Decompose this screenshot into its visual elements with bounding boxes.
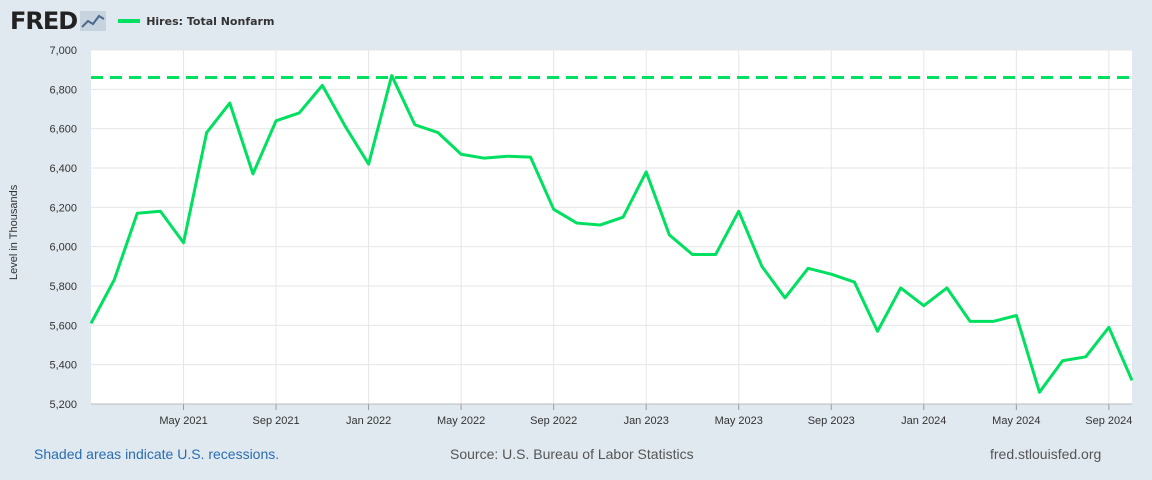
x-tick-label: Jan 2022 bbox=[346, 415, 391, 427]
y-tick-label: 6,800 bbox=[49, 84, 77, 96]
legend: Hires: Total Nonfarm bbox=[118, 15, 274, 28]
plot-area bbox=[91, 50, 1132, 404]
x-tick-label: Jan 2023 bbox=[624, 415, 669, 427]
y-tick-label: 7,000 bbox=[49, 45, 77, 57]
x-tick-label: Jan 2024 bbox=[901, 415, 946, 427]
recession-note: Shaded areas indicate U.S. recessions. bbox=[34, 446, 280, 462]
site-link[interactable]: fred.stlouisfed.org bbox=[990, 446, 1102, 462]
chart-plot: 5,200 5,400 5,600 5,800 6,000 6,200 6,400 6,600… bbox=[49, 45, 1134, 427]
y-tick-label: 6,600 bbox=[49, 124, 77, 136]
x-tick-label: May 2024 bbox=[992, 415, 1040, 427]
trend-line-icon bbox=[80, 11, 107, 31]
x-tick-label: Sep 2023 bbox=[808, 415, 855, 427]
chart-header: FRED Hires: Total Nonfarm bbox=[10, 6, 274, 36]
legend-label: Hires: Total Nonfarm bbox=[146, 14, 275, 28]
source-note: Source: U.S. Bureau of Labor Statistics bbox=[450, 446, 694, 462]
y-tick-label: 6,200 bbox=[49, 202, 77, 214]
y-tick-label: 5,400 bbox=[49, 360, 77, 372]
y-tick-label: 6,000 bbox=[49, 242, 77, 254]
x-tick-label: Sep 2022 bbox=[530, 415, 577, 427]
x-tick-label: May 2021 bbox=[159, 415, 207, 427]
x-tick-label: May 2022 bbox=[437, 415, 485, 427]
y-tick-label: 5,200 bbox=[49, 399, 77, 411]
legend-swatch bbox=[118, 19, 141, 23]
y-tick-label: 6,400 bbox=[49, 163, 77, 175]
fred-logo[interactable]: FRED bbox=[10, 7, 78, 35]
x-tick-label: May 2023 bbox=[715, 415, 763, 427]
x-tick-label: Sep 2024 bbox=[1085, 415, 1132, 427]
series-line bbox=[89, 74, 1134, 394]
y-tick-label: 5,600 bbox=[49, 320, 77, 332]
y-tick-label: 5,800 bbox=[49, 281, 77, 293]
x-tick-label: Sep 2021 bbox=[253, 415, 300, 427]
